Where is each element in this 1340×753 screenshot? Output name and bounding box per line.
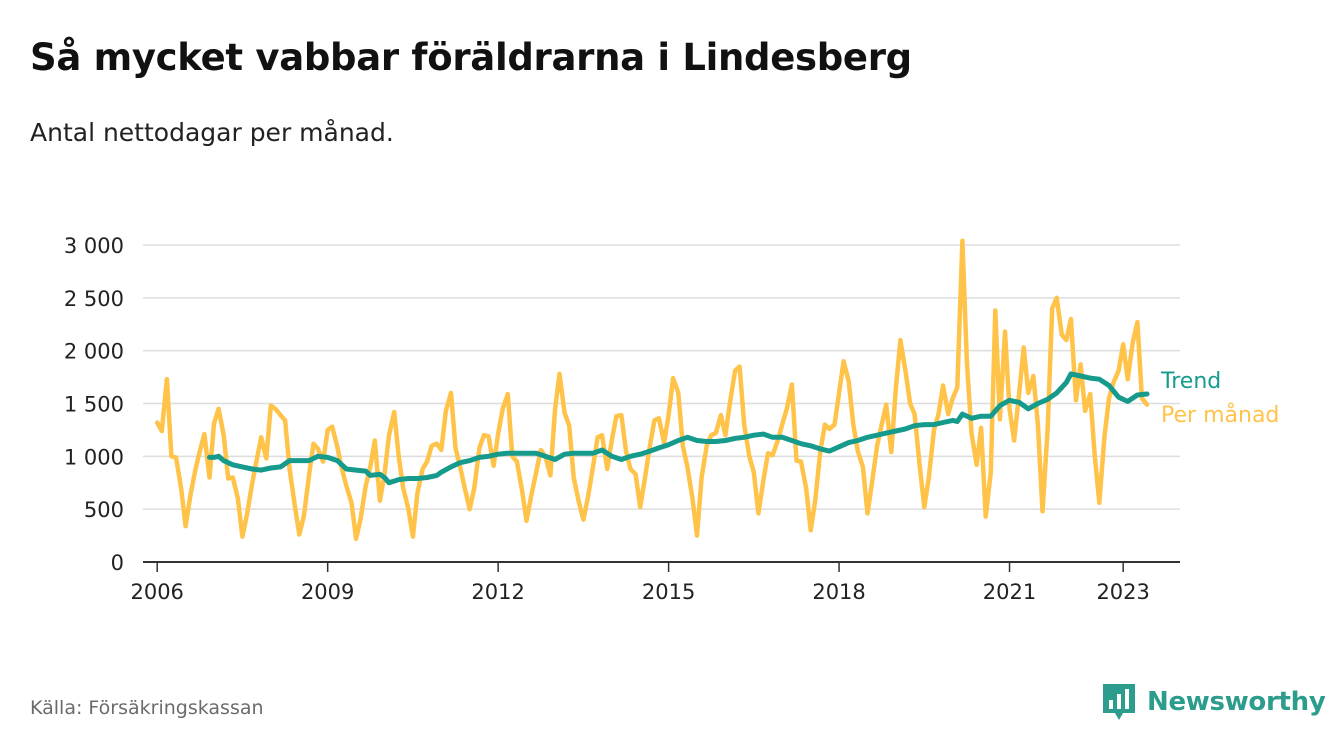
y-tick-label: 500 (84, 498, 124, 522)
brand-logo[interactable]: Newsworthy (1101, 682, 1326, 722)
series-lines (154, 238, 1150, 542)
x-tick-label: 2015 (642, 580, 695, 604)
newsworthy-logo-icon (1103, 684, 1135, 720)
x-tick-label: 2012 (471, 580, 524, 604)
y-tick-label: 2 000 (64, 340, 124, 364)
series-labels: Per månad Trend (1160, 369, 1279, 428)
x-tick-label: 2023 (1096, 580, 1149, 604)
brand-name: Newsworthy (1147, 687, 1326, 717)
y-tick-label: 2 500 (64, 287, 124, 311)
axes: 0 500 1 000 1 500 2 000 2 500 3 000 2006 2009 201… (64, 234, 1180, 604)
x-tick-label: 2018 (812, 580, 865, 604)
y-tick-label: 3 000 (64, 234, 124, 258)
y-tick-label: 1 000 (64, 445, 124, 469)
chart-title: Så mycket vabbar föräldrarna i Lindesber… (30, 36, 912, 79)
trend-series-label: Trend (1160, 369, 1221, 394)
x-tick-label: 2009 (301, 580, 354, 604)
monthly-line (154, 238, 1150, 542)
chart-subtitle: Antal nettodagar per månad. (30, 118, 394, 147)
y-tick-label: 1 500 (64, 393, 124, 417)
monthly-series-label: Per månad (1161, 402, 1279, 428)
y-tick-label: 0 (111, 551, 124, 575)
x-tick-label: 2006 (130, 580, 183, 604)
trend-line (207, 371, 1150, 486)
x-tick-label: 2021 (983, 580, 1036, 604)
source-note: Källa: Försäkringskassan (30, 697, 264, 719)
